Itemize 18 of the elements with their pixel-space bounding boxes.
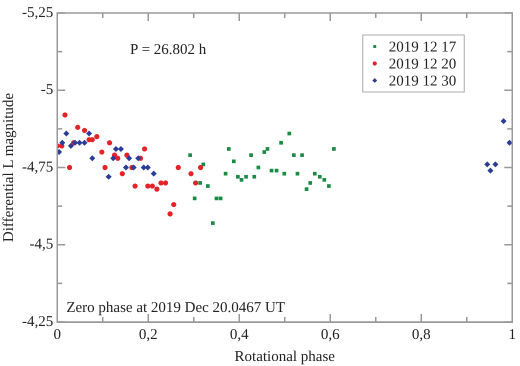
annotation: P = 26.802 h (130, 42, 207, 58)
x-tick-label: 0,4 (230, 326, 250, 343)
legend-label: 2019 12 20 (388, 56, 456, 72)
y-tick-label: -4,25 (22, 314, 54, 330)
y-tick-label: -4,75 (22, 159, 54, 176)
x-tick-label: 0 (53, 326, 61, 343)
legend-label: 2019 12 17 (388, 39, 457, 56)
x-tick-label: 1 (508, 326, 516, 343)
annotation: Zero phase at 2019 Dec 20.0467 UT (66, 300, 286, 316)
x-tick-label: 0,8 (412, 326, 431, 343)
y-tick-label: -5 (40, 82, 54, 98)
y-tick-label: -5,25 (22, 4, 54, 21)
x-axis-title: Rotational phase (234, 348, 336, 365)
y-axis-title: Differential L magnitude (0, 92, 17, 242)
y-tick-label: -4,5 (29, 236, 54, 253)
legend-label: 2019 12 30 (388, 73, 456, 90)
x-tick-label: 0,6 (320, 326, 340, 343)
x-tick-label: 0,2 (138, 326, 158, 343)
